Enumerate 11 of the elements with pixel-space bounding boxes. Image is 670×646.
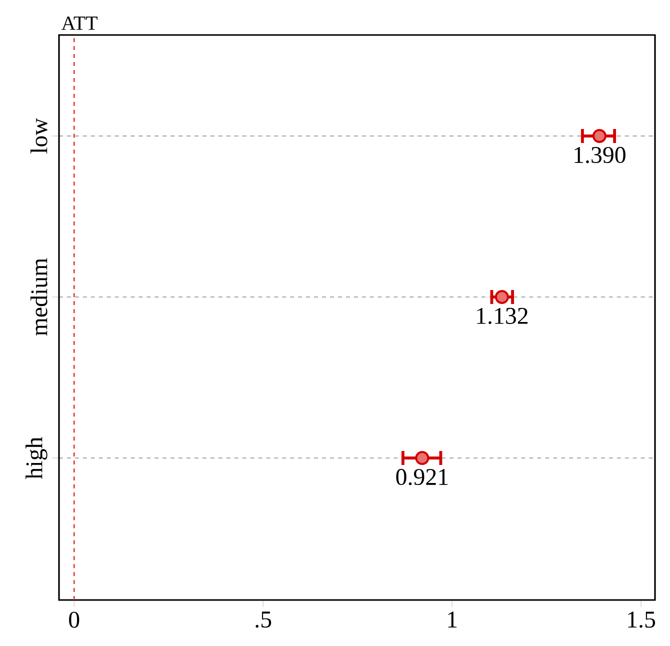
y-tick-label: high bbox=[26, 437, 48, 480]
y-tick-label: medium bbox=[30, 258, 48, 336]
data-label: 0.921 bbox=[396, 468, 448, 486]
x-tick-label: .5 bbox=[256, 612, 272, 628]
x-tick-label: 0 bbox=[69, 612, 80, 628]
data-label: 1.390 bbox=[574, 146, 626, 164]
data-label: 1.132 bbox=[477, 308, 528, 324]
chart-title: ATT bbox=[61, 16, 98, 30]
y-tick-label: low bbox=[30, 118, 48, 154]
x-tick-label: 1.5 bbox=[628, 612, 656, 628]
x-tick-label: 1 bbox=[448, 612, 457, 628]
